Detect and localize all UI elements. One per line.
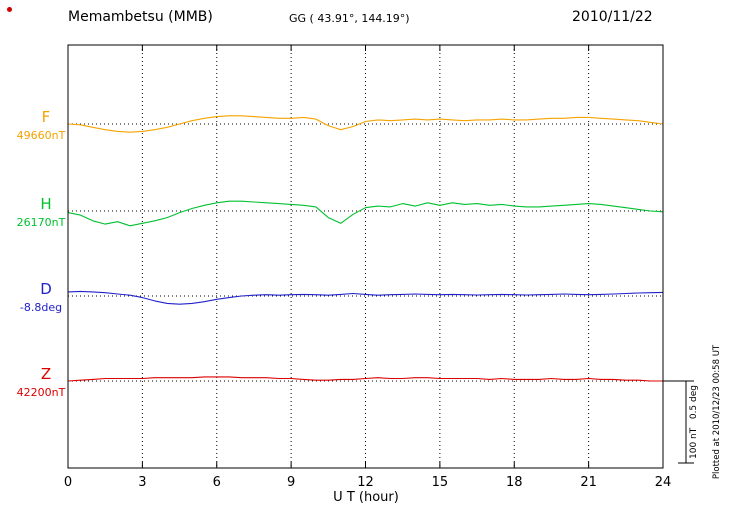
x-tick-label: 24 <box>655 475 672 490</box>
plot-date: 2010/11/22 <box>572 9 653 25</box>
scale-bar-label: 100 nT 0.5 deg <box>689 378 711 466</box>
station-title: Memambetsu (MMB) <box>68 9 213 25</box>
x-tick-label: 3 <box>138 475 146 490</box>
trace-Z <box>67 376 663 382</box>
x-tick-label: 12 <box>357 475 374 490</box>
channel-label-F: F <box>42 108 51 126</box>
channel-label-H: H <box>40 195 51 213</box>
channel-value-D: -8.8deg <box>20 301 62 314</box>
channel-value-F: 49660nT <box>17 129 66 142</box>
channel-value-Z: 42200nT <box>17 386 66 399</box>
plot-border <box>67 44 664 469</box>
corner-mark <box>7 7 12 12</box>
scale-bar-label-deg: 0.5 deg <box>689 385 699 420</box>
scale-bar-label-nt: 100 nT <box>689 427 699 459</box>
trace-F <box>67 115 664 133</box>
x-axis-label: U T (hour) <box>333 490 399 505</box>
trace-H <box>67 200 664 227</box>
x-tick-label: 6 <box>213 475 221 490</box>
x-tick-label: 21 <box>580 475 597 490</box>
x-tick-label: 15 <box>432 475 449 490</box>
plotted-at-note: Plotted at 2010/12/23 00:58 UT <box>712 344 722 480</box>
channel-label-Z: Z <box>41 365 51 383</box>
station-coordinates: GG ( 43.91°, 144.19°) <box>289 12 410 25</box>
x-tick-label: 0 <box>64 475 72 490</box>
trace-D <box>67 290 664 305</box>
channel-label-D: D <box>40 280 52 298</box>
x-tick-label: 18 <box>506 475 523 490</box>
x-tick-label: 9 <box>287 475 295 490</box>
channel-value-H: 26170nT <box>17 216 66 229</box>
